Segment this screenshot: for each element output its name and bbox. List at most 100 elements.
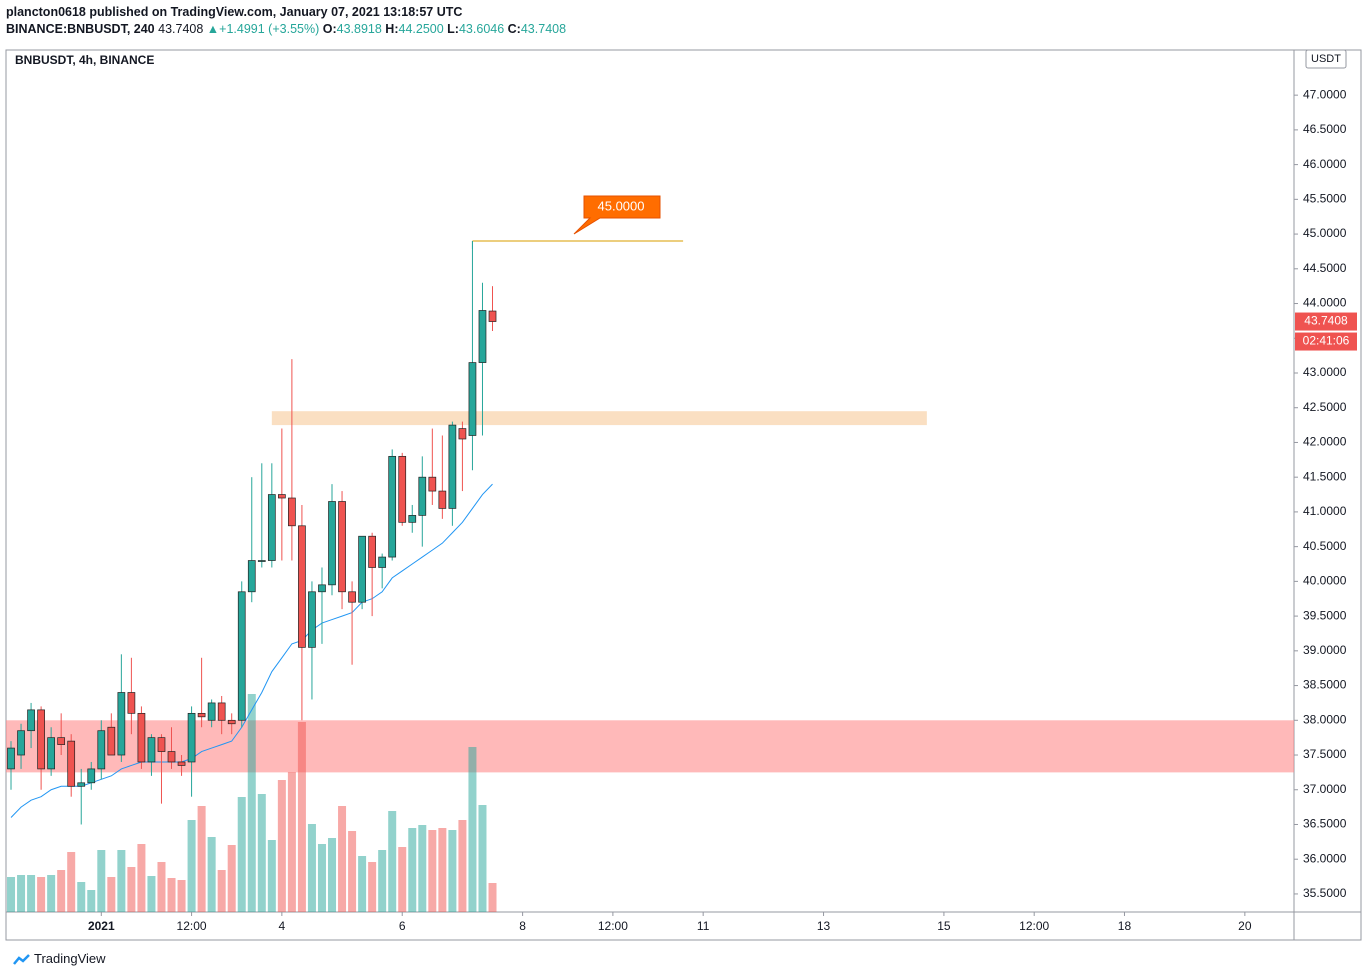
volume-bar: [167, 878, 176, 912]
volume-bar: [117, 850, 126, 912]
volume-bar: [17, 875, 26, 912]
volume-bar: [57, 870, 66, 912]
candle-body: [278, 494, 286, 499]
volume-bar: [67, 852, 76, 912]
quote-line: BINANCE:BNBUSDT, 240 43.7408 ▲+1.4991 (+…: [6, 21, 566, 38]
volume-bar: [267, 840, 276, 912]
footer: TradingView: [34, 951, 106, 966]
volume-bar: [368, 862, 377, 912]
candle-body: [468, 362, 477, 436]
volume-bar: [107, 877, 116, 912]
change-arrow: ▲: [206, 22, 220, 36]
y-tick-label: 37.5000: [1303, 747, 1347, 761]
volume-bar: [438, 828, 447, 912]
y-tick-label: 46.5000: [1303, 122, 1347, 136]
y-tick-label: 44.5000: [1303, 261, 1347, 275]
candle-body: [257, 560, 266, 562]
volume-bar: [408, 828, 417, 912]
candle-body: [318, 584, 326, 593]
ohlc-value: 44.2500: [398, 22, 444, 36]
callout-text: 45.0000: [598, 198, 645, 213]
x-tick-label: 2021: [88, 919, 115, 933]
y-tick-label: 40.0000: [1303, 574, 1347, 588]
x-tick-label: 12:00: [1019, 919, 1049, 933]
candle-body: [328, 501, 336, 586]
price-badge-text: 43.7408: [1304, 314, 1348, 328]
currency: USDT: [1311, 53, 1341, 65]
y-tick-label: 38.0000: [1303, 712, 1347, 726]
candle-body: [247, 560, 256, 593]
volume-bar: [37, 877, 46, 912]
volume-bar: [428, 830, 437, 912]
y-tick-label: 39.5000: [1303, 608, 1347, 622]
volume-bar: [468, 747, 477, 912]
y-tick-label: 39.0000: [1303, 643, 1347, 657]
volume-bar: [328, 838, 337, 912]
x-tick-label: 18: [1118, 919, 1132, 933]
y-tick-label: 46.0000: [1303, 157, 1347, 171]
volume-bar: [488, 883, 497, 912]
volume-bar: [207, 837, 216, 912]
volume-bar: [87, 890, 96, 912]
candle-body: [267, 494, 276, 561]
candle-body: [368, 535, 376, 568]
logo: [13, 954, 30, 965]
candle-body: [67, 740, 76, 787]
candle-body: [308, 591, 316, 648]
volume-bar: [388, 811, 397, 912]
volume-bar: [27, 875, 36, 912]
candle-body: [77, 782, 86, 787]
x-tick-label: 6: [399, 919, 406, 933]
candle-body: [358, 535, 366, 603]
candle-body: [438, 490, 447, 509]
volume-bar: [227, 845, 236, 912]
volume-bar: [47, 875, 56, 912]
callout: [573, 195, 661, 235]
candle-body: [87, 768, 96, 784]
symbol: BINANCE:BNBUSDT, 240: [6, 22, 155, 36]
candle-body: [17, 730, 25, 756]
candle-body: [478, 310, 487, 363]
y-tick-label: 41.5000: [1303, 469, 1347, 483]
y-tick-label: 44.0000: [1303, 296, 1347, 310]
frame: [5, 49, 1362, 941]
ohlc-label: H:: [385, 22, 399, 36]
candle-body: [117, 692, 126, 756]
candle-body: [388, 455, 397, 558]
volume-bar: [217, 870, 226, 912]
y-tick-label: 36.5000: [1303, 817, 1347, 831]
volume-bar: [147, 876, 156, 912]
volume-bar: [277, 780, 286, 912]
x-tick-label: 12:00: [177, 919, 207, 933]
zone: [271, 411, 927, 426]
volume-bar: [348, 831, 357, 912]
y-tick-label: 36.0000: [1303, 851, 1347, 865]
countdown-text: 02:41:06: [1303, 334, 1350, 348]
candle-body: [408, 515, 417, 523]
countdown-badge: [1295, 332, 1357, 351]
publisher-line: plancton0618 published on TradingView.co…: [6, 4, 566, 21]
volume-bar: [247, 694, 256, 912]
volume-bar: [257, 794, 266, 912]
candle-body: [418, 476, 427, 516]
candle-body: [7, 747, 15, 770]
ohlc-label: C:: [507, 22, 521, 36]
price-badge: [1295, 312, 1357, 331]
candle-body: [137, 712, 146, 763]
x-tick-label: 11: [697, 919, 710, 933]
candle-body: [177, 761, 186, 766]
publisher: plancton0618 published on TradingView.co…: [6, 5, 463, 19]
volume-bar: [127, 867, 136, 912]
candle-body: [378, 556, 387, 568]
y-tick-label: 37.0000: [1303, 782, 1347, 796]
candle-body: [428, 476, 437, 492]
candle-body: [448, 424, 457, 509]
y-tick-label: 35.5000: [1303, 886, 1347, 900]
x-tick-label: 12:00: [598, 919, 628, 933]
zone: [6, 720, 1294, 773]
candle-body: [458, 428, 467, 440]
candle-body: [147, 737, 156, 763]
ohlc-value: 43.7408: [520, 22, 567, 36]
